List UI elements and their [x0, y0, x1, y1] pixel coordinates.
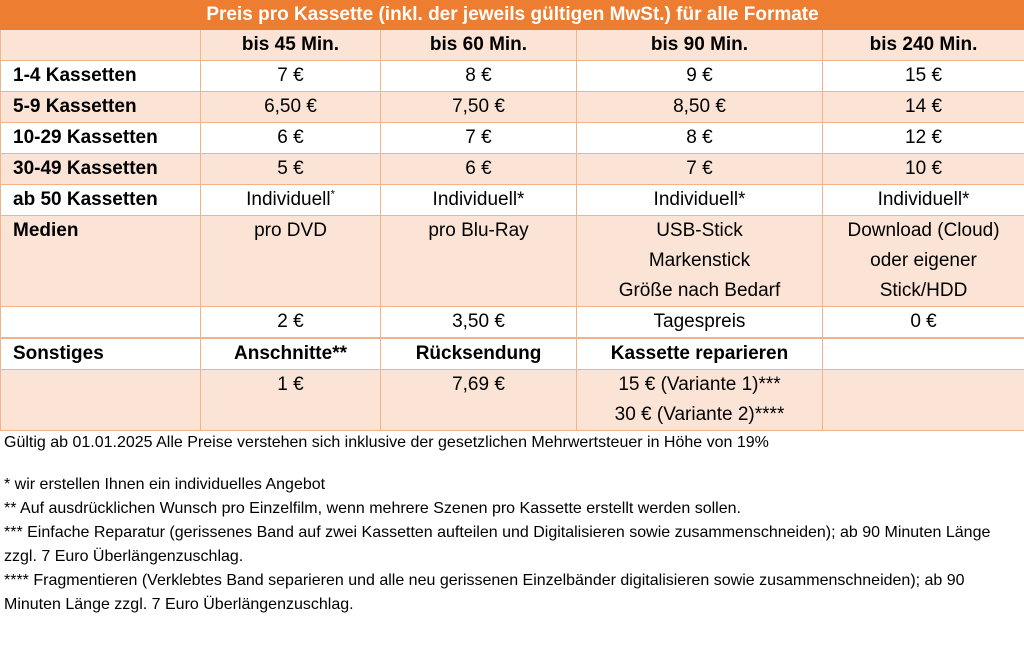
medien-usb-line: Größe nach Bedarf — [618, 280, 781, 301]
column-header-45: bis 45 Min. — [200, 29, 381, 61]
footnote: ** Auf ausdrücklichen Wunsch pro Einzelf… — [4, 500, 741, 517]
price-cell: 15 € (Variante 1)*** 30 € (Variante 2)**… — [576, 369, 823, 431]
price-cell: 3,50 € — [380, 306, 577, 338]
footnote-mark: * — [330, 188, 335, 201]
price-cell: 1 € — [200, 369, 381, 431]
price-table: Preis pro Kassette (inkl. der jeweils gü… — [0, 0, 1024, 431]
row-label: 1-4 Kassetten — [0, 60, 201, 92]
table-row: 30-49 Kassetten 5 € 6 € 7 € 10 € — [0, 153, 1024, 185]
price-cell: 7 € — [576, 153, 823, 185]
price-cell: 6 € — [380, 153, 577, 185]
price-cell: 8 € — [576, 122, 823, 154]
repair-variant: 15 € (Variante 1)*** — [618, 374, 781, 395]
price-cell: 5 € — [200, 153, 381, 185]
table-row: ab 50 Kassetten Individuell* Individuell… — [0, 184, 1024, 216]
medien-bluray: pro Blu-Ray — [380, 215, 577, 307]
validity-note: Gültig ab 01.01.2025 Alle Preise versteh… — [4, 434, 769, 451]
price-cell: 10 € — [821, 153, 1024, 185]
footnote: * wir erstellen Ihnen ein individuelles … — [4, 476, 326, 493]
table-row: 1-4 Kassetten 7 € 8 € 9 € 15 € — [0, 60, 1024, 92]
row-label: Medien — [0, 215, 201, 307]
price-cell: Individuell* — [576, 184, 823, 216]
column-header-row: bis 45 Min. bis 60 Min. bis 90 Min. bis … — [0, 29, 1024, 61]
price-cell: Tagespreis — [576, 306, 823, 338]
medien-download-line: Stick/HDD — [879, 280, 968, 301]
sonstiges-value-row: 1 € 7,69 € 15 € (Variante 1)*** 30 € (Va… — [0, 369, 1024, 431]
footnote: *** Einfache Reparatur (gerissenes Band … — [4, 524, 991, 565]
sonstiges-header: Rücksendung — [380, 338, 577, 370]
column-header-empty — [0, 29, 201, 61]
column-header-60: bis 60 Min. — [380, 29, 577, 61]
medien-row: Medien pro DVD pro Blu-Ray USB-Stick Mar… — [0, 215, 1024, 307]
price-cell: 12 € — [821, 122, 1024, 154]
column-header-90: bis 90 Min. — [576, 29, 823, 61]
empty-cell — [821, 338, 1024, 370]
repair-variant: 30 € (Variante 2)**** — [614, 404, 785, 425]
table-row: 10-29 Kassetten 6 € 7 € 8 € 12 € — [0, 122, 1024, 154]
medien-price-row: 2 € 3,50 € Tagespreis 0 € — [0, 306, 1024, 338]
empty-cell — [0, 369, 201, 431]
row-label: ab 50 Kassetten — [0, 184, 201, 216]
medien-download: Download (Cloud) oder eigener Stick/HDD — [821, 215, 1024, 307]
price-cell: Individuell* — [200, 184, 381, 216]
medien-usb-line: USB-Stick — [656, 220, 743, 241]
price-cell: 8 € — [380, 60, 577, 92]
row-label: 10-29 Kassetten — [0, 122, 201, 154]
table-row: 5-9 Kassetten 6,50 € 7,50 € 8,50 € 14 € — [0, 91, 1024, 123]
row-label: Sonstiges — [0, 338, 201, 370]
price-cell: Individuell* — [821, 184, 1024, 216]
table-title: Preis pro Kassette (inkl. der jeweils gü… — [0, 0, 1024, 30]
row-label: 5-9 Kassetten — [0, 91, 201, 123]
table-title-row: Preis pro Kassette (inkl. der jeweils gü… — [0, 0, 1024, 30]
price-cell: 7 € — [200, 60, 381, 92]
price-cell: 6,50 € — [200, 91, 381, 123]
medien-usb: USB-Stick Markenstick Größe nach Bedarf — [576, 215, 823, 307]
row-label-empty — [0, 306, 201, 338]
footnote: **** Fragmentieren (Verklebtes Band sepa… — [4, 572, 965, 613]
medien-dvd: pro DVD — [200, 215, 381, 307]
medien-download-line: Download (Cloud) — [847, 220, 1000, 241]
notes-section: Gültig ab 01.01.2025 Alle Preise versteh… — [0, 431, 1024, 617]
sonstiges-header: Kassette reparieren — [576, 338, 823, 370]
sonstiges-header: Anschnitte** — [200, 338, 381, 370]
price-cell: 7,69 € — [380, 369, 577, 431]
price-cell: 14 € — [821, 91, 1024, 123]
price-cell: 0 € — [821, 306, 1024, 338]
price-cell: 7 € — [380, 122, 577, 154]
price-cell: 9 € — [576, 60, 823, 92]
empty-cell — [821, 369, 1024, 431]
price-cell: Individuell* — [380, 184, 577, 216]
row-label: 30-49 Kassetten — [0, 153, 201, 185]
price-cell: 2 € — [200, 306, 381, 338]
price-text: Individuell — [246, 189, 331, 210]
column-header-240: bis 240 Min. — [821, 29, 1024, 61]
price-cell: 7,50 € — [380, 91, 577, 123]
price-cell: 6 € — [200, 122, 381, 154]
medien-usb-line: Markenstick — [648, 250, 751, 271]
sonstiges-header-row: Sonstiges Anschnitte** Rücksendung Kasse… — [0, 338, 1024, 370]
price-cell: 15 € — [821, 60, 1024, 92]
medien-download-line: oder eigener — [870, 250, 977, 271]
price-cell: 8,50 € — [576, 91, 823, 123]
